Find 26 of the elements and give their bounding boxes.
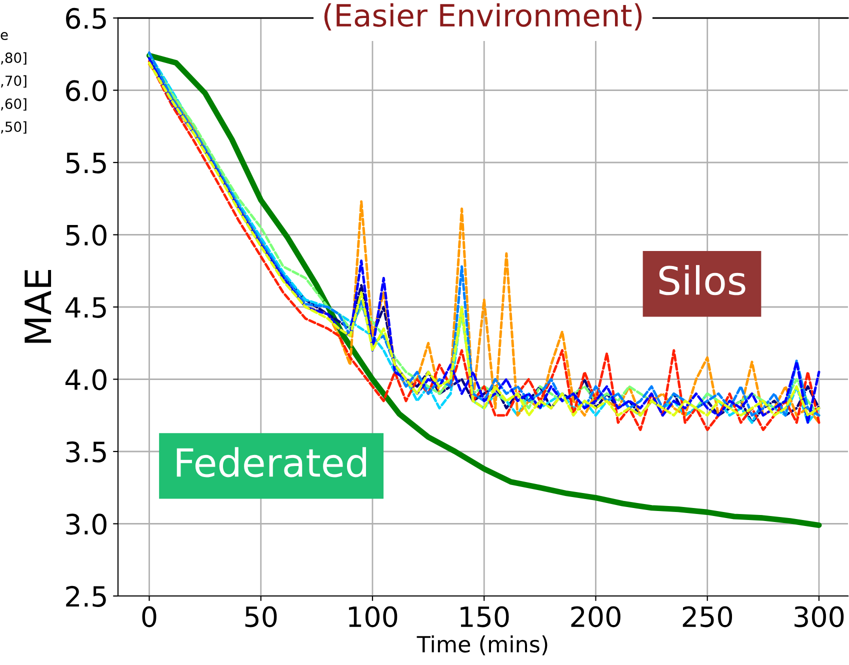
annotation: Federated [176,447,366,478]
y-tick-label: 3.5 [66,441,106,462]
annotation: Silos [659,265,746,296]
y-tick-label: 6.5 [66,8,106,29]
y-tick-label: 4.0 [65,369,106,390]
x-tick-label: 100 [349,606,398,628]
y-axis-title: MAE [24,270,52,343]
text: ,70] [1,75,26,88]
y-tick-label: 2.5 [66,586,106,607]
y-tick-label: 3.0 [66,514,106,535]
x-axis-title: Time (mins) [416,635,548,656]
x-tick-label: 250 [682,606,732,628]
text: ,80] [1,52,26,65]
x-tick-label: 200 [571,606,620,628]
text: ,50] [1,121,26,134]
chart-title: (Easier Environment) [324,3,642,30]
x-tick-label: 0 [142,606,156,628]
x-tick-label: 150 [460,606,509,628]
x-tick-label: 50 [245,606,277,628]
y-tick-label: 4.5 [65,297,106,318]
y-tick-label: 6.0 [66,80,106,102]
x-tick-label: 300 [794,606,844,628]
text: ,60] [1,98,26,111]
y-tick-label: 5.0 [66,224,106,246]
text: e [0,32,8,40]
y-tick-label: 5.5 [66,152,106,174]
